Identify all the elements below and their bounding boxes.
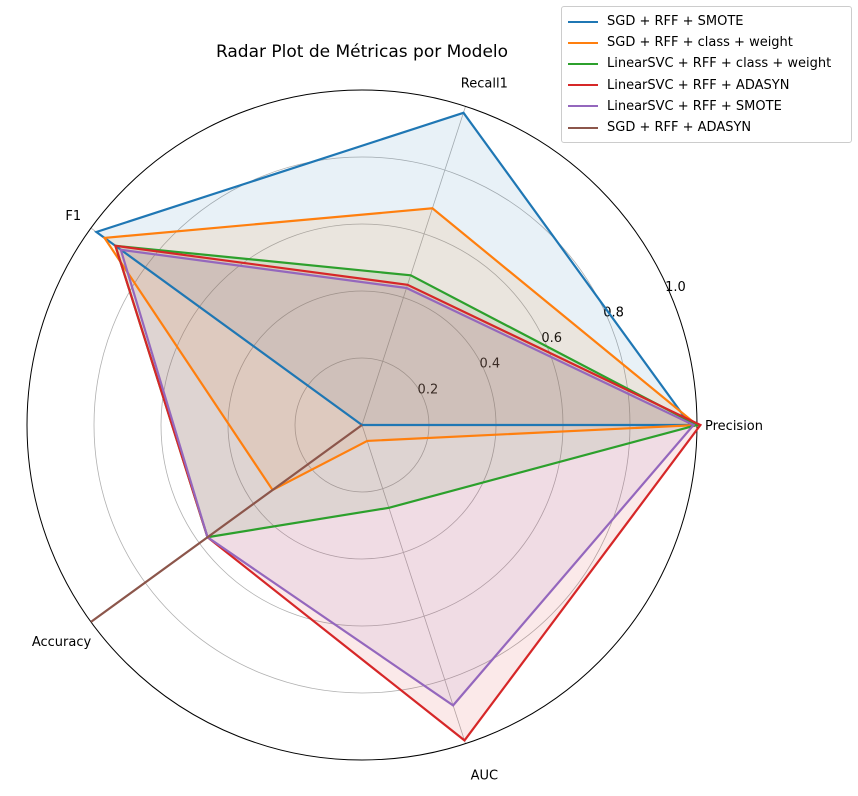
r-tick-label: 0.8 <box>603 305 624 320</box>
legend-label: LinearSVC + RFF + class + weight <box>607 56 832 72</box>
chart-title: Radar Plot de Métricas por Modelo <box>216 42 508 62</box>
legend-item: LinearSVC + RFF + class + weight <box>562 53 851 74</box>
series-fill-3 <box>115 245 701 741</box>
axis-label-f1: F1 <box>65 209 81 224</box>
axis-label-auc: AUC <box>471 769 499 784</box>
series-fill-2 <box>115 245 697 538</box>
legend: SGD + RFF + SMOTE SGD + RFF + class + wei… <box>561 6 852 144</box>
r-tick-label: 0.2 <box>418 382 439 397</box>
axis-label-accuracy: Accuracy <box>32 635 92 650</box>
series-fill-1 <box>104 208 697 491</box>
axis-label-recall1: Recall1 <box>461 76 508 91</box>
legend-swatch <box>568 84 598 87</box>
legend-swatch <box>568 41 598 44</box>
r-tick-label: 0.6 <box>541 331 562 346</box>
series-line-0 <box>94 111 693 427</box>
legend-label: LinearSVC + RFF + SMOTE <box>607 98 782 114</box>
legend-item: LinearSVC + RFF + ADASYN <box>562 75 851 96</box>
series-lines <box>90 111 703 742</box>
series-line-3 <box>113 244 703 742</box>
axis-label-precision: Precision <box>705 419 763 434</box>
legend-item: SGD + RFF + class + weight <box>562 32 851 53</box>
legend-item: SGD + RFF + SMOTE <box>562 11 851 32</box>
legend-swatch <box>568 20 598 23</box>
r-tick-label: 1.0 <box>665 280 686 295</box>
series-fill-0 <box>96 112 691 426</box>
series-line-4 <box>119 248 696 707</box>
legend-label: SGD + RFF + ADASYN <box>607 120 752 136</box>
axis-labels: Precision Recall1 F1 Accuracy AUC <box>32 76 763 783</box>
legend-label: SGD + RFF + SMOTE <box>607 14 744 30</box>
legend-swatch <box>568 126 598 129</box>
spoke-auc <box>361 424 466 744</box>
series-line-5 <box>90 424 363 623</box>
legend-label: LinearSVC + RFF + ADASYN <box>607 77 790 93</box>
legend-swatch <box>568 62 598 65</box>
radar-grid: 0.2 0.4 0.6 0.8 1.0 <box>26 89 698 761</box>
legend-item: SGD + RFF + ADASYN <box>562 117 851 138</box>
legend-swatch <box>568 105 598 108</box>
legend-item: LinearSVC + RFF + SMOTE <box>562 96 851 117</box>
legend-label: SGD + RFF + class + weight <box>607 35 793 51</box>
series-line-1 <box>102 207 700 492</box>
series-fills <box>91 112 701 741</box>
spoke-recall1 <box>361 106 466 426</box>
r-tick-label: 0.4 <box>479 357 500 372</box>
